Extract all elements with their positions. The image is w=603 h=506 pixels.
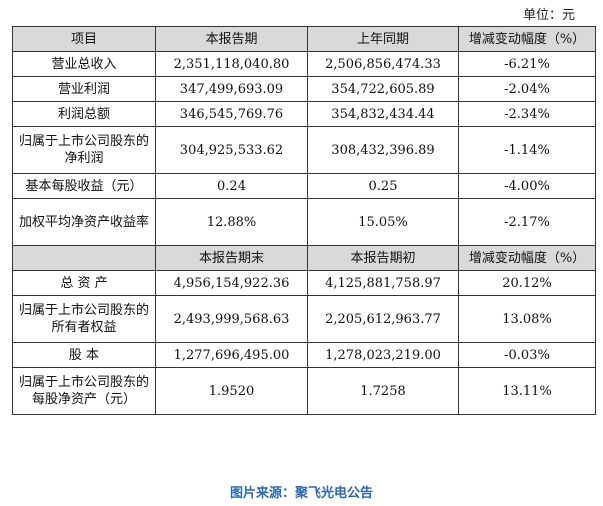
cell-value: 308,432,396.89 [307, 126, 459, 174]
cell-change: -1.14% [458, 126, 596, 174]
row-label: 营业总收入 [12, 51, 156, 77]
cell-value: 0.25 [307, 173, 459, 199]
unit-label: 单位：元 [522, 8, 575, 23]
row-label: 营业利润 [12, 76, 156, 102]
header-prior-period: 上年同期 [307, 26, 459, 52]
cell-value: 4,125,881,758.97 [307, 270, 459, 296]
cell-value: 1,278,023,219.00 [307, 342, 459, 368]
table-row: 营业利润 347,499,693.09 354,722,605.89 -2.04… [12, 76, 596, 102]
cell-value: 1.9520 [155, 367, 308, 415]
table-row: 归属于上市公司股东的每股净资产（元） 1.9520 1.7258 13.11% [12, 367, 596, 415]
cell-change: -2.34% [458, 101, 596, 127]
table-row: 总 资 产 4,956,154,922.36 4,125,881,758.97 … [12, 270, 596, 296]
cell-change: -4.00% [458, 173, 596, 199]
financial-summary-table: 项目 本报告期 上年同期 增减变动幅度（%） 营业总收入 2,351,118,0… [12, 26, 596, 415]
cell-value: 347,499,693.09 [155, 76, 308, 102]
table-header-row: 项目 本报告期 上年同期 增减变动幅度（%） [12, 26, 596, 52]
cell-value: 12.88% [155, 198, 308, 246]
row-label: 股 本 [12, 342, 156, 368]
header-change-pct: 增减变动幅度（%） [458, 26, 596, 52]
image-source-caption: 图片来源：聚飞光电公告 [229, 486, 373, 501]
cell-value: 0.24 [155, 173, 308, 199]
cell-value: 2,351,118,040.80 [155, 51, 308, 77]
row-label: 利润总额 [12, 101, 156, 127]
cell-change: 13.08% [458, 295, 596, 343]
subheader-blank [12, 245, 156, 271]
row-label: 归属于上市公司股东的每股净资产（元） [12, 367, 156, 415]
cell-value: 354,722,605.89 [307, 76, 459, 102]
cell-change: -6.21% [458, 51, 596, 77]
row-label: 基本每股收益（元） [12, 173, 156, 199]
cell-value: 2,493,999,568.63 [155, 295, 308, 343]
cell-change: 13.11% [458, 367, 596, 415]
cell-value: 1,277,696,495.00 [155, 342, 308, 368]
table-row: 归属于上市公司股东的所有者权益 2,493,999,568.63 2,205,6… [12, 295, 596, 343]
cell-value: 15.05% [307, 198, 459, 246]
row-label: 归属于上市公司股东的所有者权益 [12, 295, 156, 343]
header-current-period: 本报告期 [155, 26, 308, 52]
cell-value: 354,832,434.44 [307, 101, 459, 127]
cell-value: 346,545,769.76 [155, 101, 308, 127]
table-row: 归属于上市公司股东的净利润 304,925,533.62 308,432,396… [12, 126, 596, 174]
table-row: 营业总收入 2,351,118,040.80 2,506,856,474.33 … [12, 51, 596, 77]
cell-change: -2.17% [458, 198, 596, 246]
cell-value: 2,506,856,474.33 [307, 51, 459, 77]
cell-change: -0.03% [458, 342, 596, 368]
subheader-change-pct: 增减变动幅度（%） [458, 245, 596, 271]
cell-change: 20.12% [458, 270, 596, 296]
table-row: 股 本 1,277,696,495.00 1,278,023,219.00 -0… [12, 342, 596, 368]
cell-value: 4,956,154,922.36 [155, 270, 308, 296]
row-label: 加权平均净资产收益率 [12, 198, 156, 246]
table-row: 利润总额 346,545,769.76 354,832,434.44 -2.34… [12, 101, 596, 127]
subheader-period-start: 本报告期初 [307, 245, 459, 271]
header-item: 项目 [12, 26, 156, 52]
row-label: 总 资 产 [12, 270, 156, 296]
row-label: 归属于上市公司股东的净利润 [12, 126, 156, 174]
table-subheader-row: 本报告期末 本报告期初 增减变动幅度（%） [12, 245, 596, 271]
cell-value: 304,925,533.62 [155, 126, 308, 174]
subheader-period-end: 本报告期末 [155, 245, 308, 271]
table-row: 加权平均净资产收益率 12.88% 15.05% -2.17% [12, 198, 596, 246]
cell-value: 1.7258 [307, 367, 459, 415]
cell-change: -2.04% [458, 76, 596, 102]
cell-value: 2,205,612,963.77 [307, 295, 459, 343]
table-row: 基本每股收益（元） 0.24 0.25 -4.00% [12, 173, 596, 199]
